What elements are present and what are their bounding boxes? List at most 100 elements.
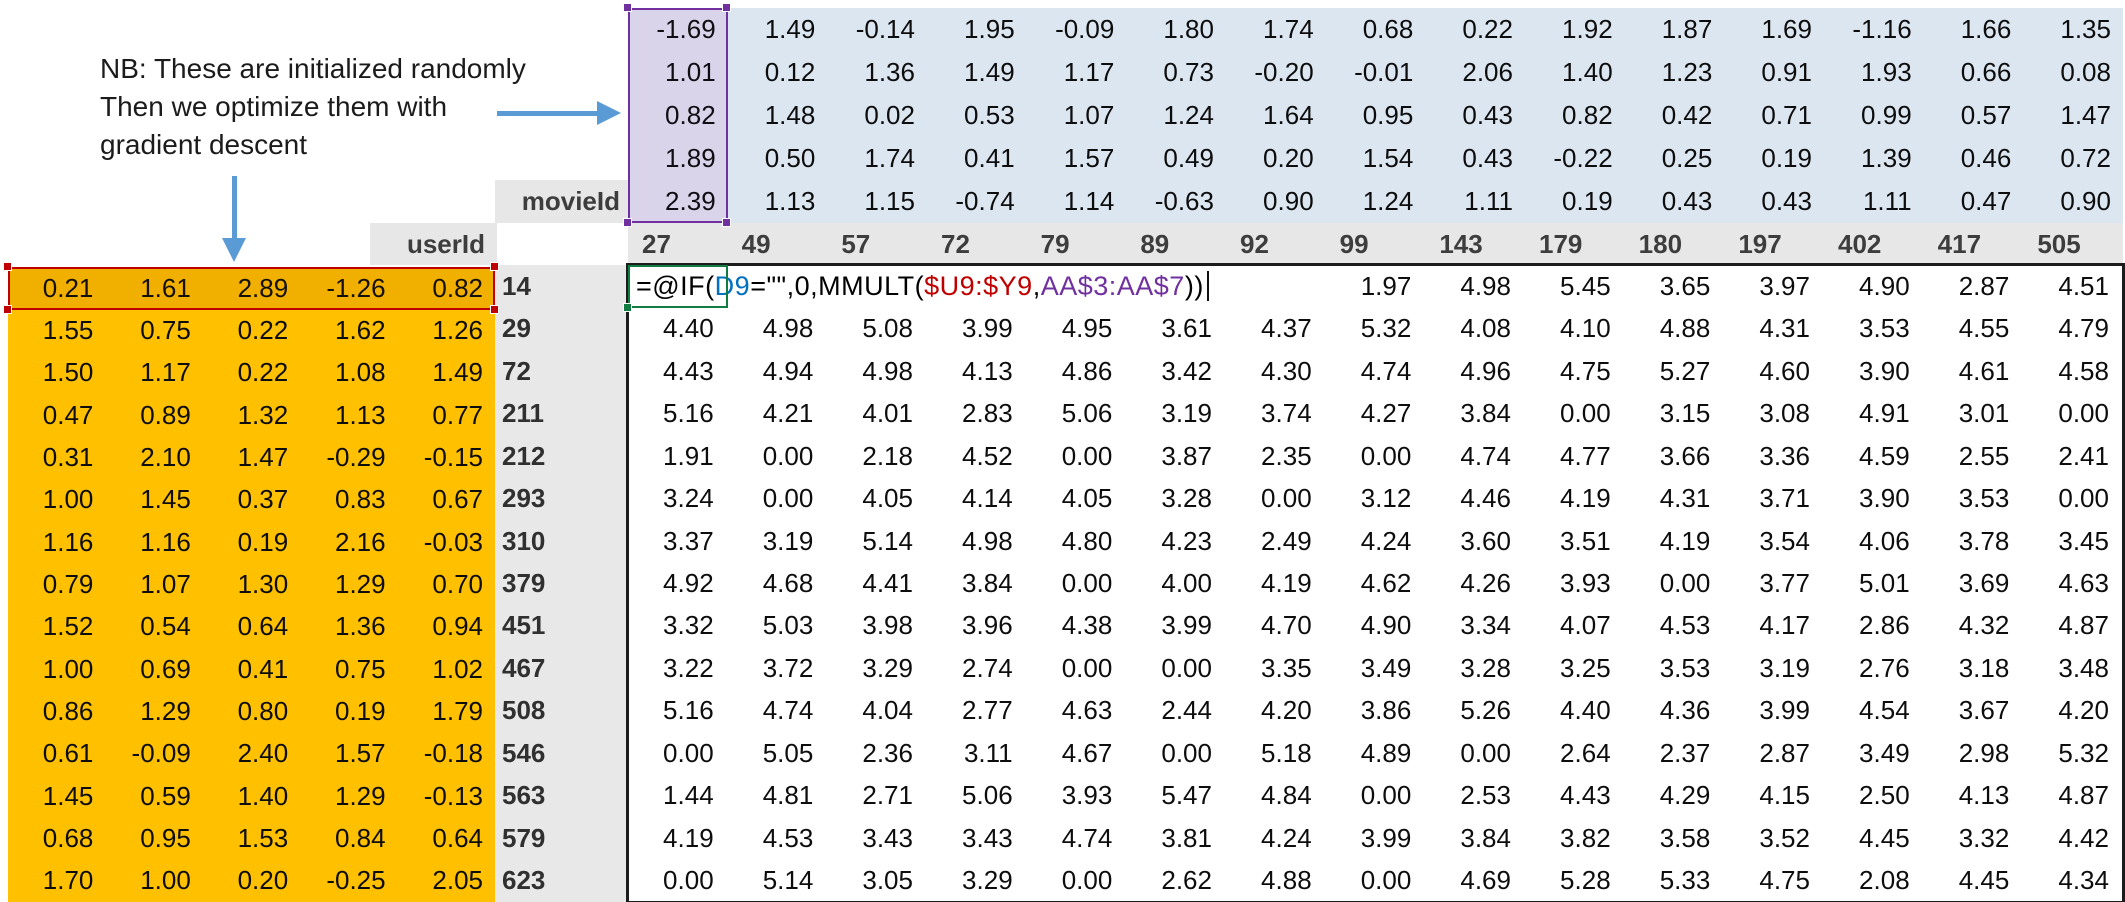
prediction-cell[interactable]: 3.51: [1560, 525, 1611, 556]
prediction-cell[interactable]: 3.58: [1659, 822, 1711, 853]
movie-factor-cell[interactable]: 1.24: [1362, 186, 1414, 216]
user-factor-cell[interactable]: 2.16: [334, 526, 386, 557]
prediction-cell[interactable]: 4.89: [1360, 737, 1412, 768]
prediction-cell[interactable]: 2.18: [862, 440, 913, 471]
prediction-cell[interactable]: 2.53: [1460, 780, 1511, 811]
movie-id-header[interactable]: 180: [1638, 228, 1683, 259]
prediction-cell[interactable]: 2.41: [2058, 440, 2109, 471]
prediction-cell[interactable]: 4.86: [1061, 355, 1113, 386]
movie-factor-cell[interactable]: 1.89: [628, 137, 728, 180]
prediction-cell[interactable]: 3.28: [1460, 652, 1511, 683]
prediction-cell[interactable]: 4.53: [762, 822, 814, 853]
user-id-header[interactable]: 72: [502, 355, 531, 386]
movie-factor-cell[interactable]: -1.69: [628, 8, 728, 51]
user-factor-cell[interactable]: 0.47: [42, 399, 94, 430]
prediction-cell[interactable]: 0.00: [1261, 483, 1312, 514]
movie-factor-cell[interactable]: 1.57: [1063, 143, 1115, 173]
prediction-cell[interactable]: 5.32: [2058, 737, 2109, 768]
prediction-cell[interactable]: 5.18: [1261, 737, 1312, 768]
user-id-header[interactable]: 293: [502, 483, 546, 514]
movie-factor-cell[interactable]: 1.47: [2060, 100, 2111, 130]
prediction-cell[interactable]: 3.22: [663, 652, 714, 683]
prediction-cell[interactable]: 4.74: [762, 695, 814, 726]
prediction-cell[interactable]: 4.05: [862, 483, 913, 514]
user-id-header[interactable]: 310: [502, 525, 546, 556]
movie-factor-cell[interactable]: -0.74: [955, 186, 1015, 216]
prediction-cell[interactable]: 3.53: [1958, 483, 2010, 514]
prediction-cell[interactable]: 1.91: [663, 440, 714, 471]
user-factor-cell[interactable]: 1.26: [432, 314, 483, 345]
user-factor-cell[interactable]: 2.40: [237, 738, 289, 769]
prediction-cell[interactable]: 4.32: [1958, 610, 2010, 641]
user-factor-cell[interactable]: 1.32: [237, 399, 289, 430]
prediction-cell[interactable]: 3.90: [1859, 355, 1910, 386]
prediction-cell[interactable]: 4.17: [1759, 610, 1810, 641]
prediction-cell[interactable]: 2.44: [1161, 695, 1212, 726]
prediction-cell[interactable]: 3.45: [2058, 525, 2109, 556]
user-id-header[interactable]: 212: [502, 440, 546, 471]
prediction-cell[interactable]: 2.35: [1261, 440, 1312, 471]
prediction-cell[interactable]: 3.24: [663, 483, 714, 514]
prediction-cell[interactable]: 5.14: [862, 525, 913, 556]
user-id-header[interactable]: 14: [502, 270, 531, 301]
prediction-cell[interactable]: 3.43: [862, 822, 913, 853]
selection-handle[interactable]: [623, 3, 632, 12]
prediction-cell[interactable]: 3.28: [1161, 483, 1212, 514]
prediction-cell[interactable]: 5.28: [1560, 865, 1611, 896]
prediction-cell[interactable]: 4.92: [663, 567, 714, 598]
prediction-cell[interactable]: 1.44: [663, 780, 714, 811]
movie-factor-cell[interactable]: 0.50: [764, 143, 816, 173]
movie-factor-cell[interactable]: 1.13: [764, 186, 816, 216]
movie-factor-cell[interactable]: 1.80: [1163, 14, 1214, 44]
prediction-cell[interactable]: 4.31: [1659, 483, 1711, 514]
movie-factor-cell[interactable]: 0.68: [1362, 14, 1414, 44]
prediction-cell[interactable]: 3.93: [1560, 567, 1611, 598]
user-factor-cell[interactable]: 0.80: [237, 695, 289, 726]
prediction-cell[interactable]: 3.36: [1759, 440, 1810, 471]
userid-label-cell[interactable]: userId: [370, 223, 497, 265]
formula-editor[interactable]: =@IF(D9 ="",0,MMULT($U9:$Y9, AA$3:AA$7)): [631, 267, 1328, 305]
prediction-cell[interactable]: 3.18: [1958, 652, 2010, 683]
user-factor-cell[interactable]: 0.59: [140, 780, 191, 811]
prediction-cell[interactable]: 0.00: [1360, 780, 1412, 811]
prediction-cell[interactable]: 3.60: [1460, 525, 1511, 556]
user-factor-cell[interactable]: 1.00: [140, 865, 191, 896]
user-factor-cell[interactable]: 0.22: [237, 314, 289, 345]
prediction-cell[interactable]: 2.50: [1859, 780, 1910, 811]
movie-factor-cell[interactable]: 1.48: [764, 100, 816, 130]
prediction-cell[interactable]: 3.65: [1659, 270, 1711, 301]
movie-factor-cell[interactable]: 0.71: [1761, 100, 1812, 130]
prediction-cell[interactable]: 4.24: [1261, 822, 1312, 853]
user-id-header[interactable]: 29: [502, 313, 531, 344]
movie-factor-cell[interactable]: 0.66: [1960, 57, 2012, 87]
movie-factor-cell[interactable]: 0.19: [1761, 143, 1812, 173]
prediction-cell[interactable]: 4.05: [1061, 483, 1113, 514]
prediction-cell[interactable]: 5.16: [663, 398, 714, 429]
movie-id-header[interactable]: 72: [940, 228, 970, 259]
prediction-cell[interactable]: 0.00: [1161, 737, 1212, 768]
prediction-cell[interactable]: 4.95: [1061, 313, 1113, 344]
fill-handle[interactable]: [623, 303, 632, 312]
user-factor-cell[interactable]: 0.21: [8, 267, 106, 310]
movie-factor-cell[interactable]: -1.16: [1852, 14, 1912, 44]
user-factor-cell[interactable]: 0.77: [432, 399, 483, 430]
prediction-cell[interactable]: 4.88: [1261, 865, 1312, 896]
user-factor-cell[interactable]: 0.64: [432, 822, 483, 853]
prediction-cell[interactable]: 4.19: [1659, 525, 1711, 556]
prediction-cell[interactable]: 5.03: [762, 610, 814, 641]
prediction-cell[interactable]: 2.37: [1659, 737, 1711, 768]
user-factor-cell[interactable]: 1.16: [42, 526, 94, 557]
user-factor-cell[interactable]: 1.07: [140, 568, 191, 599]
movie-id-header[interactable]: 92: [1239, 228, 1269, 259]
prediction-cell[interactable]: 0.00: [1061, 567, 1113, 598]
prediction-cell[interactable]: 4.55: [1958, 313, 2010, 344]
movie-id-header[interactable]: 79: [1040, 228, 1070, 259]
user-factor-cell[interactable]: 1.47: [237, 441, 289, 472]
selection-handle[interactable]: [623, 218, 632, 227]
user-factor-cell[interactable]: 1.45: [42, 780, 94, 811]
arrow-right-icon[interactable]: [497, 101, 627, 126]
movie-factor-cell[interactable]: 1.17: [1063, 57, 1115, 87]
prediction-cell[interactable]: 4.34: [2058, 865, 2109, 896]
movie-factor-cell[interactable]: 1.07: [1063, 100, 1115, 130]
user-factor-cell[interactable]: -0.13: [423, 780, 483, 811]
